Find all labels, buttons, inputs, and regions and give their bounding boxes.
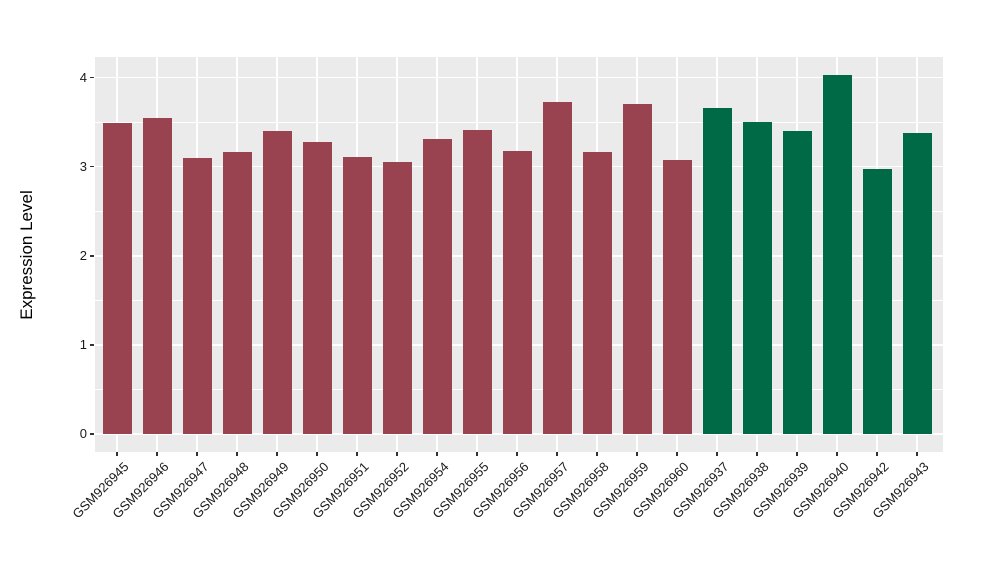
y-tick-label-0: 0 [79, 426, 87, 441]
x-tick-mark [556, 452, 558, 456]
bar-GSM926937 [702, 107, 732, 434]
x-tick-mark [196, 452, 198, 456]
x-tick-mark [436, 452, 438, 456]
bar-GSM926938 [742, 122, 772, 434]
bar-GSM926940 [822, 74, 852, 434]
bar-GSM926956 [502, 150, 532, 434]
y-tick-mark [90, 344, 94, 346]
plot-panel [95, 57, 943, 452]
bar-GSM926942 [862, 169, 892, 434]
x-tick-mark [716, 452, 718, 456]
x-tick-mark [876, 452, 878, 456]
x-tick-mark [316, 452, 318, 456]
bar-GSM926948 [222, 152, 252, 434]
bar-GSM926949 [262, 131, 292, 434]
bar-GSM926951 [342, 156, 372, 434]
gridline-major-y0 [95, 433, 943, 435]
bar-GSM926939 [782, 131, 812, 434]
x-tick-mark [796, 452, 798, 456]
y-tick-label-3: 3 [79, 158, 87, 174]
y-tick-label-4: 4 [79, 69, 87, 85]
x-tick-mark [476, 452, 478, 456]
x-tick-mark [276, 452, 278, 456]
y-tick-mark [90, 433, 94, 435]
bar-GSM926952 [382, 162, 412, 434]
x-tick-mark [516, 452, 518, 456]
x-tick-mark [236, 452, 238, 456]
bar-GSM926954 [422, 139, 452, 434]
x-tick-mark [116, 452, 118, 456]
y-tick-mark [90, 165, 94, 168]
bar-GSM926946 [142, 117, 172, 434]
bar-GSM926957 [542, 101, 572, 434]
x-tick-mark [156, 452, 158, 456]
y-tick-label-2: 2 [79, 247, 87, 263]
gridline-major-y4 [95, 76, 943, 79]
x-tick-mark [636, 452, 638, 456]
bar-GSM926959 [622, 104, 652, 434]
x-tick-mark [836, 452, 838, 456]
bar-GSM926947 [182, 157, 212, 434]
y-tick-mark [90, 255, 94, 257]
x-tick-mark [356, 452, 358, 456]
bar-GSM926958 [582, 151, 612, 434]
x-tick-mark [756, 452, 758, 456]
y-tick-mark [90, 76, 94, 79]
bar-GSM926945 [102, 123, 132, 434]
x-tick-mark [596, 452, 598, 456]
bar-GSM926943 [902, 132, 932, 434]
bar-GSM926960 [662, 159, 692, 434]
x-tick-mark [676, 452, 678, 456]
gridline-minor-y3.5 [95, 121, 943, 123]
x-tick-mark [396, 452, 398, 456]
y-axis-title: Expression Level [17, 189, 36, 320]
bar-GSM926955 [462, 130, 492, 434]
y-tick-label-1: 1 [79, 336, 87, 352]
x-tick-mark [916, 452, 918, 456]
bar-GSM926950 [302, 141, 332, 434]
